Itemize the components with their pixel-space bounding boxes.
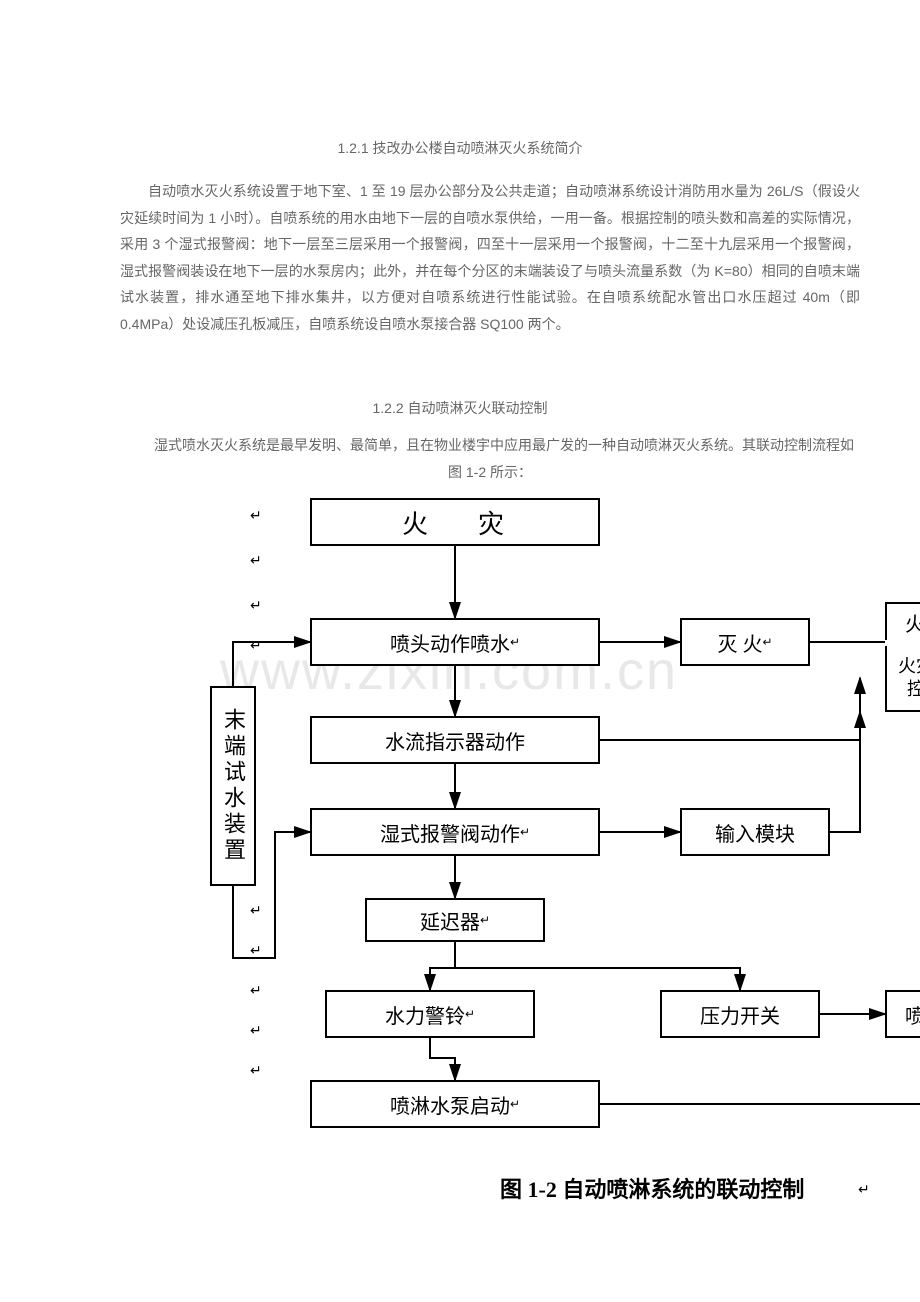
node-pumpstart-label: 喷淋水泵启动 xyxy=(390,1090,510,1119)
node-pumpstart: 喷淋水泵启动↵ xyxy=(310,1080,600,1128)
node-wetalarm: 湿式报警阀动作↵ xyxy=(310,808,600,856)
return-marker: ↵ xyxy=(250,943,262,960)
paragraph-2: 湿式喷水灭火系统是最早发明、最简单，且在物业楼宇中应用最广发的一种自动喷淋灭火系… xyxy=(120,432,860,485)
node-bell-label: 水力警铃 xyxy=(385,1000,465,1029)
paragraph-1: 自动喷水灭火系统设置于地下室、1 至 19 层办公部分及公共走道；自动喷淋系统设… xyxy=(120,178,860,338)
caption-return-marker: ↵ xyxy=(858,1182,870,1199)
return-marker: ↵ xyxy=(250,553,262,570)
node-inputmod: 输入模块 xyxy=(680,808,830,856)
node-spray-label: 喷头动作喷水 xyxy=(390,628,510,657)
return-marker: ↵ xyxy=(250,598,262,615)
node-spray: 喷头动作喷水↵ xyxy=(310,618,600,666)
node-pswitch: 压力开关 xyxy=(660,990,820,1038)
node-flowind: 水流指示器动作 xyxy=(310,716,600,764)
node-bell: 水力警铃↵ xyxy=(325,990,535,1038)
section-heading-2: 1.2.2 自动喷淋灭火联动控制 xyxy=(0,398,920,418)
node-testdev: 末端试水装置 xyxy=(210,686,256,886)
return-marker: ↵ xyxy=(250,638,262,655)
node-delay: 延迟器↵ xyxy=(365,898,545,942)
diagram-caption: 图 1-2 自动喷淋系统的联动控制 xyxy=(500,1172,804,1204)
node-firepart: 火灾 xyxy=(885,602,920,640)
return-marker: ↵ xyxy=(250,508,262,525)
node-extinguish: 灭 火↵ xyxy=(680,618,810,666)
node-wetalarm-label: 湿式报警阀动作 xyxy=(380,818,520,847)
node-extinguish-label: 灭 火 xyxy=(717,628,762,657)
node-delay-label: 延迟器 xyxy=(420,906,480,935)
section-heading-1: 1.2.1 技改办公楼自动喷淋灭火系统简介 xyxy=(0,138,920,158)
node-pumpctl: 喷淋 xyxy=(885,990,920,1038)
node-alarmctl: 火灾报 控制 xyxy=(885,646,920,712)
return-marker: ↵ xyxy=(250,983,262,1000)
return-marker: ↵ xyxy=(250,1063,262,1080)
return-marker: ↵ xyxy=(250,1023,262,1040)
node-fire: 火 灾 xyxy=(310,498,600,546)
flowchart-diagram: 火 灾 喷头动作喷水↵ 灭 火↵ 火灾 火灾报 控制 水流指示器动作 湿式报警阀… xyxy=(215,498,920,1218)
return-marker: ↵ xyxy=(250,903,262,920)
